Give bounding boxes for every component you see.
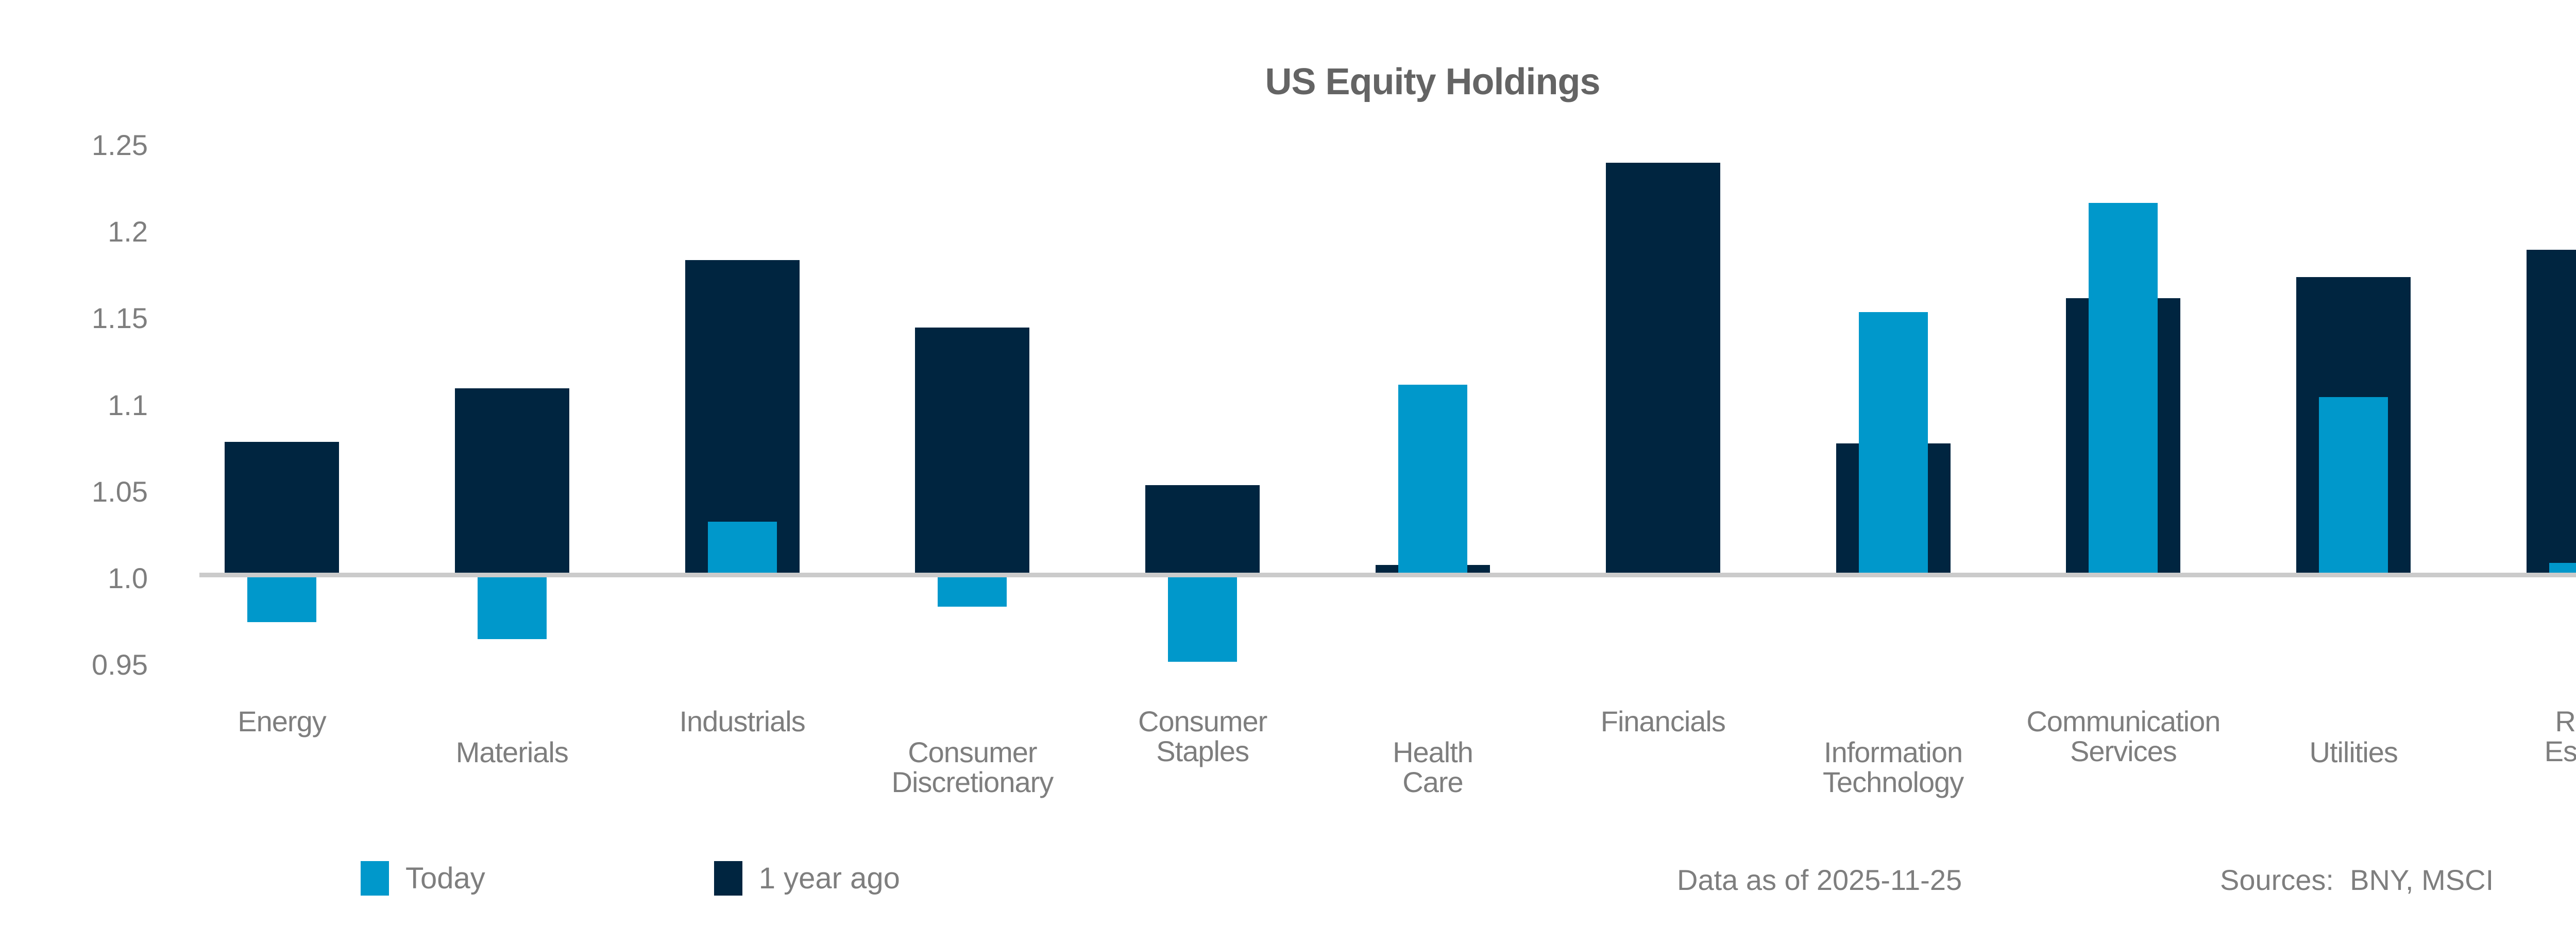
bar-today-information-technology <box>1859 312 1928 573</box>
legend-label-today: Today <box>405 862 485 895</box>
x-axis-label-real-estate: RealEstate <box>2544 705 2576 767</box>
bar-today-communication-services <box>2089 203 2158 573</box>
bar-1-year-ago-energy <box>225 442 339 573</box>
x-axis-label-consumer-staples: Consumer Staples <box>1138 705 1267 767</box>
bar-today-health-care <box>1398 385 1467 573</box>
sources-note: Sources: BNY, MSCI <box>2220 864 2494 896</box>
x-axis-baseline <box>199 573 2576 577</box>
x-axis-label-utilities: Utilities <box>2309 736 2398 768</box>
bar-1-year-ago-financials <box>1606 163 1720 573</box>
legend-swatch-1-year-ago <box>714 861 742 896</box>
x-axis-label-energy: Energy <box>238 705 326 737</box>
x-axis-label-materials: Materials <box>455 736 569 768</box>
y-tick-label: 1.25 <box>92 129 148 161</box>
data-as-of-note: Data as of 2025-11-25 <box>1677 864 1962 896</box>
y-tick-label: 1.0 <box>108 562 148 594</box>
bar-today-utilities <box>2319 397 2388 573</box>
x-axis-label-industrials: Industrials <box>679 705 805 737</box>
bar-today-materials <box>478 577 547 639</box>
x-axis-label-information-technology: Information Technology <box>1822 736 1964 798</box>
y-tick-label: 1.05 <box>92 475 148 508</box>
y-tick-label: 1.1 <box>108 388 148 421</box>
x-axis-label-financials: Financials <box>1600 705 1726 737</box>
legend-item-1-year-ago: 1 year ago <box>714 861 900 896</box>
x-axis-label-health-care: Health Care <box>1393 736 1473 798</box>
bar-1-year-ago-real-estate <box>2527 250 2576 573</box>
bar-today-real-estate <box>2549 563 2576 573</box>
y-tick-label: 0.95 <box>92 648 148 681</box>
x-axis-label-consumer-discretionary: Consumer Discretionary <box>891 736 1054 798</box>
bar-1-year-ago-industrials <box>685 260 800 573</box>
bar-1-year-ago-consumer-staples <box>1145 485 1260 573</box>
chart-title: US Equity Holdings <box>1265 61 1600 102</box>
y-tick-label: 1.2 <box>108 215 148 248</box>
y-tick-label: 1.15 <box>92 302 148 335</box>
legend-item-today: Today <box>361 861 485 896</box>
legend-swatch-today <box>361 861 389 896</box>
x-axis-label-communication-services: Communication Services <box>2026 705 2221 767</box>
legend-label-1-year-ago: 1 year ago <box>758 862 900 895</box>
bar-1-year-ago-materials <box>455 388 569 573</box>
bar-today-industrials <box>708 522 777 573</box>
legend: Today 1 year ago <box>361 861 900 896</box>
bar-today-consumer-discretionary <box>938 577 1007 607</box>
bar-today-consumer-staples <box>1168 577 1237 662</box>
bar-1-year-ago-consumer-discretionary <box>915 328 1029 573</box>
bar-today-energy <box>247 577 316 622</box>
